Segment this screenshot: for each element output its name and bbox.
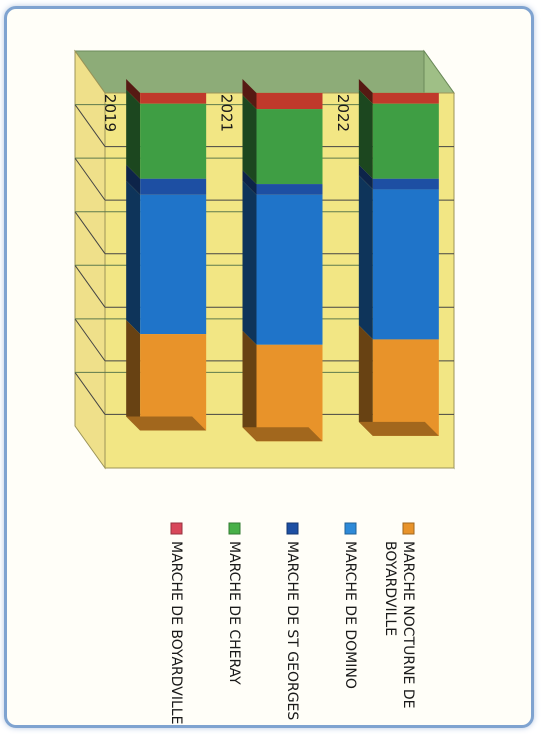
bar	[140, 93, 207, 104]
bar-segment	[126, 89, 207, 179]
bar-side	[358, 325, 373, 436]
bar	[140, 103, 207, 179]
bar-side	[242, 330, 257, 442]
bar	[372, 178, 439, 190]
gridline-depth	[74, 372, 106, 415]
legend-label: MARCHE DE DOMINO	[342, 541, 358, 689]
bar-side	[358, 175, 373, 340]
bar-side	[126, 79, 141, 104]
bar-segment	[358, 79, 439, 104]
bar-side	[126, 164, 141, 195]
bar-segment	[126, 164, 207, 195]
legend-swatch	[402, 522, 415, 535]
gridline-depth	[74, 318, 106, 362]
bar-side	[358, 79, 373, 104]
legend-label: MARCHE NOCTURNE DE	[400, 541, 416, 708]
legend-label: MARCHE DE CHERAY	[226, 541, 242, 685]
category-label: 2019	[101, 94, 119, 132]
bar-side	[242, 79, 257, 110]
bar-side	[242, 170, 257, 195]
bar-side	[242, 95, 257, 185]
bar-segment	[242, 180, 323, 345]
bar	[140, 178, 207, 195]
gridline-depth	[74, 104, 106, 147]
category-label: 2022	[334, 94, 352, 132]
legend-swatch	[228, 522, 241, 535]
plot-area: 2019 2021 2022	[74, 49, 455, 470]
gridline-depth	[74, 157, 106, 201]
bar-side	[358, 89, 373, 179]
bar-segment	[126, 180, 207, 335]
bar	[256, 93, 323, 110]
gridline-depth	[74, 264, 106, 308]
bar	[140, 194, 207, 335]
bar-side	[126, 89, 141, 179]
bar-segment	[242, 95, 323, 185]
bar	[372, 103, 439, 179]
bar-segment	[358, 325, 439, 436]
bar	[372, 93, 439, 104]
bar-side	[242, 180, 257, 345]
category-label: 2021	[218, 94, 236, 132]
bar	[372, 189, 439, 340]
legend-label: MARCHE DE BOYARDVILLE	[168, 541, 184, 724]
legend-label: MARCHE DE ST GEORGES	[284, 541, 300, 720]
chart-frame: 2019 2021 2022 MARCHE NOCTURNE DE BOYARDVIL…	[4, 6, 534, 728]
bar-segment	[358, 164, 439, 190]
bar-segment	[126, 320, 207, 431]
bar	[140, 334, 207, 431]
bar-segment	[358, 175, 439, 340]
bar-segment	[242, 79, 323, 110]
bar-segment	[358, 89, 439, 179]
bar-side	[358, 164, 373, 190]
stacked-bar-chart: 2019 2021 2022 MARCHE NOCTURNE DEBOYARDVIL…	[74, 49, 455, 724]
legend-swatch	[286, 522, 299, 535]
floor-depth	[74, 49, 106, 470]
bar-segment	[242, 330, 323, 442]
bar-side	[126, 180, 141, 335]
bar	[372, 339, 439, 436]
legend-swatch	[344, 522, 357, 535]
bar-cap	[126, 416, 207, 431]
bar	[256, 184, 323, 195]
gridline-depth	[74, 211, 106, 255]
bar-side	[126, 320, 141, 431]
bar-cap	[358, 421, 439, 436]
legend-swatch	[170, 522, 183, 535]
bar	[256, 344, 323, 442]
bar	[256, 109, 323, 185]
bar-cap	[242, 427, 323, 442]
bar-segment	[242, 170, 323, 195]
legend-label: BOYARDVILLE	[382, 541, 398, 636]
bar	[256, 194, 323, 345]
bar-segment	[126, 79, 207, 104]
